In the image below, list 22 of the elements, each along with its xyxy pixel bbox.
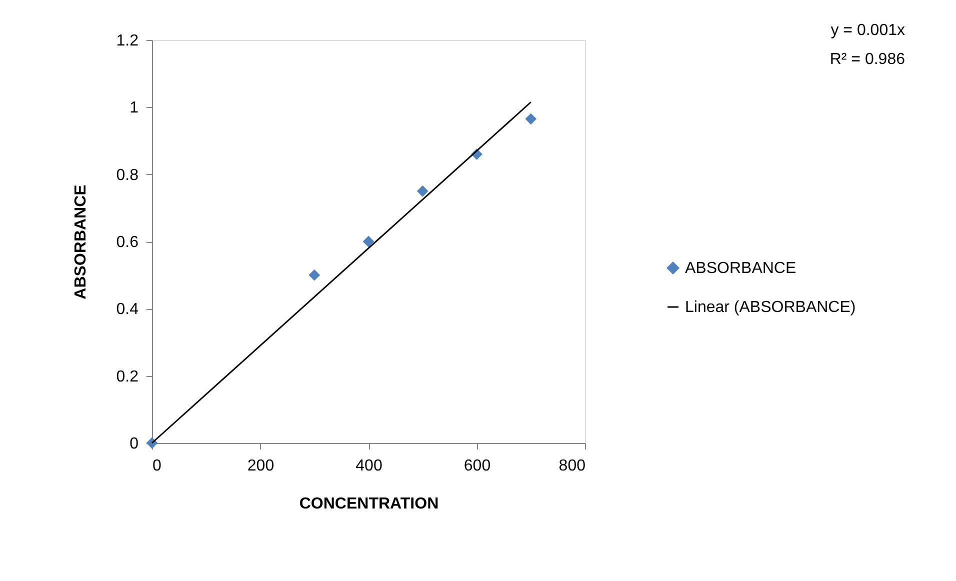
point: [362, 236, 374, 248]
x-tick-label: 200: [247, 458, 274, 474]
x-tick-label: 600: [464, 458, 491, 474]
x-tick-label: 800: [558, 458, 586, 474]
legend-label: ABSORBANCE: [685, 260, 796, 277]
x-tick-label: 0: [152, 458, 162, 474]
y-tick-label: 1: [130, 100, 139, 117]
y-tick-label: 0: [130, 436, 139, 452]
point: [416, 185, 428, 197]
y-tick-label: 0.2: [116, 368, 139, 386]
text: R² = 0.986: [830, 51, 906, 68]
y-tick-label: 0.8: [116, 166, 139, 184]
x-tick-label: 400: [356, 458, 382, 474]
point: [308, 269, 320, 281]
x-axis-title: CONCENTRATION: [299, 496, 439, 512]
y-tick-label: 1.2: [116, 32, 139, 50]
y-axis-title: ABSORBANCE: [72, 184, 90, 300]
y-tick-label: 0.4: [116, 301, 139, 318]
legend-label: Linear (ABSORBANCE): [685, 299, 856, 316]
y-tick-label: 0.6: [116, 234, 139, 251]
text: y = 0.001x: [830, 22, 905, 39]
point: [525, 113, 537, 125]
